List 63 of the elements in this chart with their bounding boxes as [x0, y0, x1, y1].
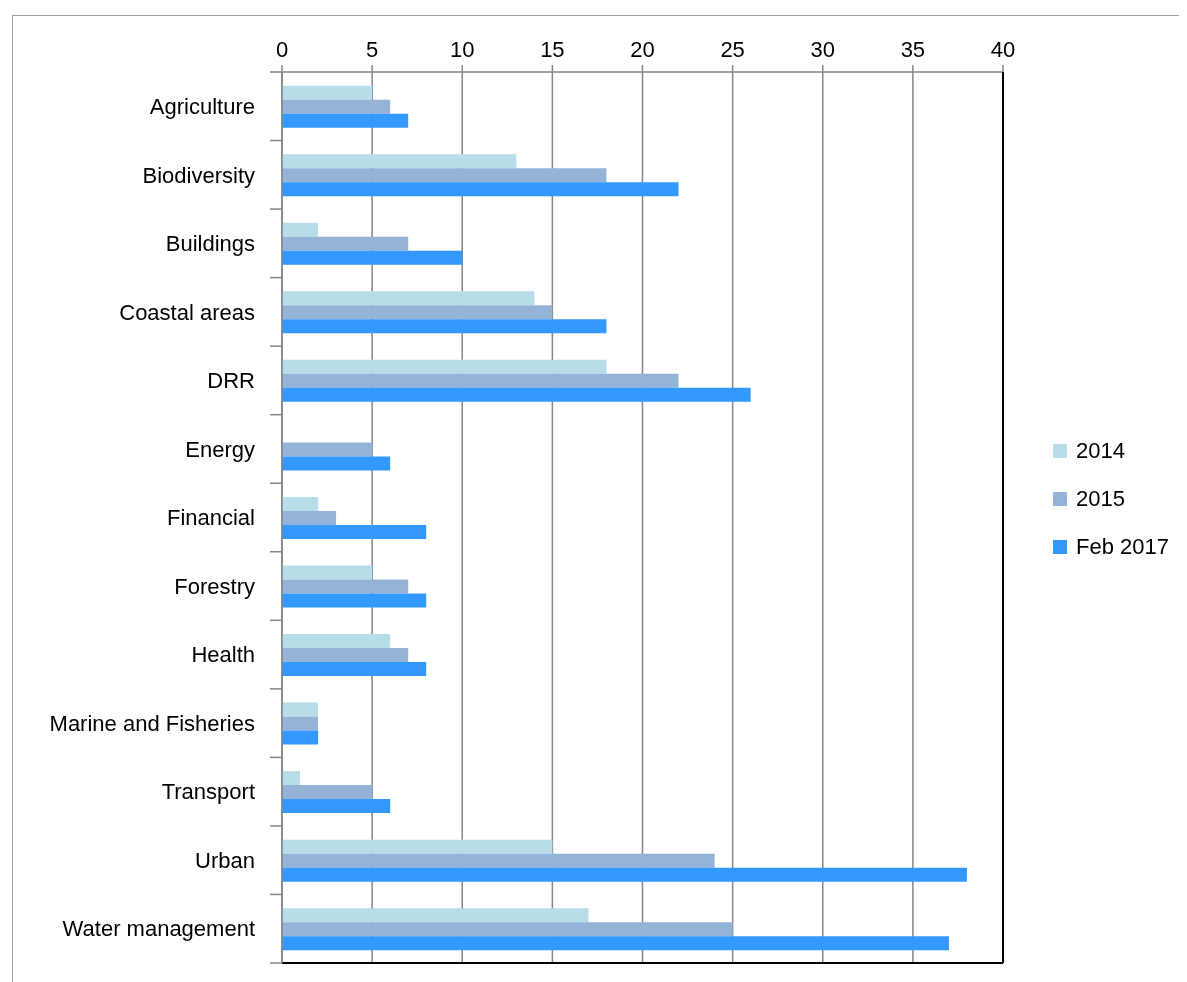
- bar: [282, 565, 373, 580]
- bar: [282, 305, 553, 320]
- y-tick-label: Agriculture: [149, 93, 255, 119]
- x-tick-label: 0: [275, 37, 289, 62]
- y-tick-label: Forestry: [174, 573, 255, 599]
- bar: [282, 922, 733, 937]
- bar: [282, 593, 427, 608]
- y-tick-label: Financial: [166, 505, 255, 531]
- bar: [282, 771, 301, 786]
- x-tick-label: 30: [810, 37, 835, 62]
- bar: [282, 579, 409, 594]
- bar: [282, 456, 391, 471]
- y-tick-label: Health: [191, 642, 255, 668]
- y-tick-label: Water management: [62, 916, 255, 942]
- y-tick-label: Energy: [185, 436, 255, 462]
- bar: [282, 99, 391, 114]
- bar: [282, 359, 607, 374]
- bar: [282, 222, 319, 237]
- bar: [282, 662, 427, 677]
- legend-label: 2015: [1076, 486, 1125, 512]
- bar: [282, 524, 427, 539]
- legend-label: Feb 2017: [1076, 534, 1169, 560]
- bar: [282, 648, 409, 663]
- x-tick-label: 35: [900, 37, 926, 62]
- bar: [282, 373, 679, 388]
- bar: [282, 182, 679, 197]
- x-tick-label: 5: [366, 37, 379, 62]
- bar: [282, 853, 715, 868]
- bar: [282, 799, 391, 814]
- y-tick-label: Buildings: [165, 231, 255, 257]
- x-tick-label: 40: [990, 37, 1016, 62]
- bar: [282, 250, 463, 265]
- bar: [282, 113, 409, 128]
- bar: [282, 496, 319, 511]
- bar: [282, 730, 319, 745]
- legend-label: 2014: [1076, 438, 1125, 464]
- x-tick-label: 25: [720, 37, 745, 62]
- bar: [282, 236, 409, 251]
- bar: [282, 867, 967, 882]
- y-tick-label: DRR: [207, 368, 255, 394]
- y-tick-label: Marine and Fisheries: [49, 710, 255, 736]
- bar: [282, 510, 337, 525]
- x-tick-label: 10: [450, 37, 475, 62]
- y-tick-label: Transport: [161, 779, 255, 805]
- x-tick-label: 20: [630, 37, 655, 62]
- y-tick-label: Coastal areas: [119, 299, 255, 325]
- bar: [282, 442, 373, 457]
- y-tick-label: Urban: [195, 847, 255, 873]
- bar: [282, 716, 319, 731]
- bar: [282, 85, 373, 100]
- bar: [282, 839, 553, 854]
- y-tick-label: Biodiversity: [142, 162, 255, 188]
- bar: [282, 154, 517, 169]
- bar: [282, 634, 391, 649]
- bar: [282, 785, 373, 800]
- bar: [282, 908, 589, 923]
- bar: [282, 168, 607, 183]
- x-tick-label: 15: [540, 37, 565, 62]
- bar: [282, 387, 751, 402]
- bar: [282, 291, 535, 306]
- bar: [282, 936, 949, 951]
- bar: [282, 702, 319, 717]
- bar: [282, 319, 607, 334]
